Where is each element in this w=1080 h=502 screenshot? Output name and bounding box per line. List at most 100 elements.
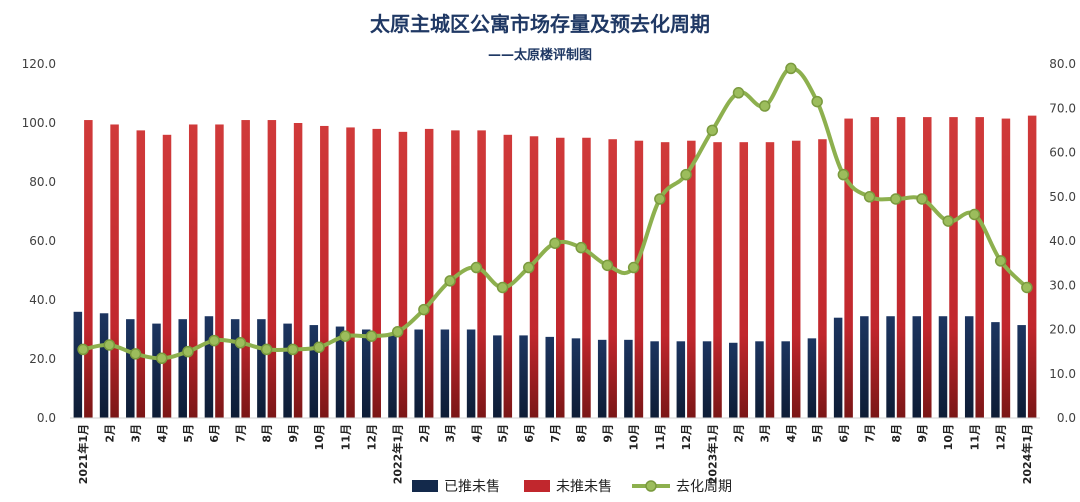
bar-unlaunched-unsold	[634, 140, 644, 418]
x-tick-label: 9月	[916, 424, 929, 443]
right-y-tick: 50.0	[1049, 190, 1076, 204]
bar-launched-unsold	[361, 329, 371, 418]
bar-unlaunched-unsold	[608, 139, 617, 418]
legend-swatch-marker	[645, 480, 657, 492]
bar-unlaunched-unsold	[818, 139, 827, 418]
bar-launched-unsold	[493, 335, 502, 418]
line-point	[863, 191, 876, 203]
x-tick-label: 2023年1月	[705, 424, 719, 484]
bar-launched-unsold	[309, 325, 319, 418]
bar-launched-unsold	[991, 322, 1000, 418]
left-y-tick: 80.0	[29, 175, 56, 189]
bar-launched-unsold	[807, 338, 817, 418]
x-tick-label: 2024年1月	[1020, 424, 1034, 484]
x-tick-label: 2月	[103, 424, 116, 443]
legend-label: 去化周期	[676, 479, 732, 495]
bar-launched-unsold	[860, 316, 869, 418]
line-point	[575, 241, 587, 254]
right-y-tick: 60.0	[1049, 146, 1076, 160]
left-y-tick: 60.0	[29, 234, 56, 248]
x-tick-label: 2月	[733, 424, 746, 443]
line-point	[837, 168, 850, 181]
bar-unlaunched-unsold	[713, 142, 722, 419]
legend-swatch-unlaunched-unsold	[524, 480, 550, 492]
x-tick-label: 6月	[837, 424, 850, 443]
bar-launched-unsold	[283, 323, 292, 418]
line-point	[365, 330, 378, 342]
x-tick-label: 4月	[470, 424, 483, 443]
legend-swatch-launched-unsold	[412, 480, 438, 492]
x-tick-label: 10月	[628, 424, 641, 450]
x-tick-label: 2021年1月	[76, 424, 90, 484]
x-tick-label: 10月	[942, 424, 955, 450]
x-tick-label: 9月	[287, 424, 300, 443]
bar-unlaunched-unsold	[162, 134, 172, 419]
line-path	[82, 66, 1029, 361]
x-tick-label: 12月	[995, 424, 1008, 450]
right-y-tick: 10.0	[1049, 367, 1076, 381]
legend-label: 已推未售	[444, 479, 500, 495]
x-tick-label: 6月	[523, 424, 536, 443]
bar-unlaunched-unsold	[215, 124, 224, 418]
bar-unlaunched-unsold	[398, 131, 408, 418]
bar-launched-unsold	[964, 316, 974, 418]
x-tick-label: 4月	[785, 424, 798, 443]
bar-launched-unsold	[650, 341, 659, 418]
bar-unlaunched-unsold	[529, 136, 539, 418]
bar-launched-unsold	[1017, 325, 1026, 418]
line-point	[732, 87, 745, 99]
bar-unlaunched-unsold	[975, 117, 984, 418]
x-tick-label: 8月	[575, 424, 588, 443]
bar-launched-unsold	[624, 339, 633, 418]
bar-unlaunched-unsold	[870, 117, 880, 418]
chart-title: 太原主城区公寓市场存量及预去化周期	[370, 12, 710, 36]
bar-unlaunched-unsold	[346, 127, 355, 419]
bar-launched-unsold	[545, 336, 554, 418]
bar-unlaunched-unsold	[477, 130, 486, 418]
x-tick-label: 5月	[182, 424, 195, 443]
left-y-tick: 0.0	[37, 411, 56, 425]
line-point	[890, 193, 902, 205]
bar-launched-unsold	[440, 329, 450, 418]
line-point	[287, 343, 299, 356]
line-point	[182, 345, 194, 358]
bar-launched-unsold	[335, 326, 345, 418]
bar-launched-unsold	[99, 313, 109, 418]
bar-launched-unsold	[388, 335, 397, 418]
x-tick-label: 8月	[261, 424, 274, 443]
x-tick-label: 5月	[811, 424, 824, 443]
bar-launched-unsold	[912, 316, 922, 418]
line-point	[496, 281, 509, 294]
bar-launched-unsold	[938, 316, 948, 418]
line-point	[208, 334, 220, 347]
bar-launched-unsold	[833, 317, 843, 418]
right-y-tick: 70.0	[1049, 101, 1076, 115]
bar-unlaunched-unsold	[556, 137, 565, 418]
left-y-tick: 20.0	[29, 352, 56, 366]
bar-unlaunched-unsold	[844, 118, 853, 418]
bar-unlaunched-unsold	[503, 134, 513, 419]
axes: 0.0 20.0 40.0 60.0 80.0 100.0 120.0 0.0 10.0 20.0…	[22, 57, 1076, 484]
line-point	[391, 325, 404, 338]
line-point	[549, 237, 561, 249]
bar-launched-unsold	[886, 316, 895, 418]
line-point	[680, 168, 692, 181]
line-point	[758, 100, 771, 112]
bar-launched-unsold	[257, 319, 266, 418]
bar-launched-unsold	[729, 342, 738, 418]
x-tick-label: 11月	[339, 424, 352, 450]
line-point	[627, 261, 640, 274]
x-tick-label: 11月	[968, 424, 981, 450]
bar-launched-unsold	[152, 323, 161, 418]
bar-launched-unsold	[126, 319, 135, 418]
right-y-tick: 0.0	[1057, 411, 1076, 425]
bar-unlaunched-unsold	[241, 120, 250, 419]
bar-unlaunched-unsold	[1027, 115, 1037, 418]
bar-launched-unsold	[414, 329, 423, 418]
bar-launched-unsold	[466, 329, 476, 418]
x-tick-label: 11月	[654, 424, 667, 450]
right-y-tick: 20.0	[1049, 323, 1076, 337]
left-y-tick: 120.0	[22, 57, 56, 71]
line-point	[156, 352, 168, 365]
line-point	[129, 348, 142, 360]
